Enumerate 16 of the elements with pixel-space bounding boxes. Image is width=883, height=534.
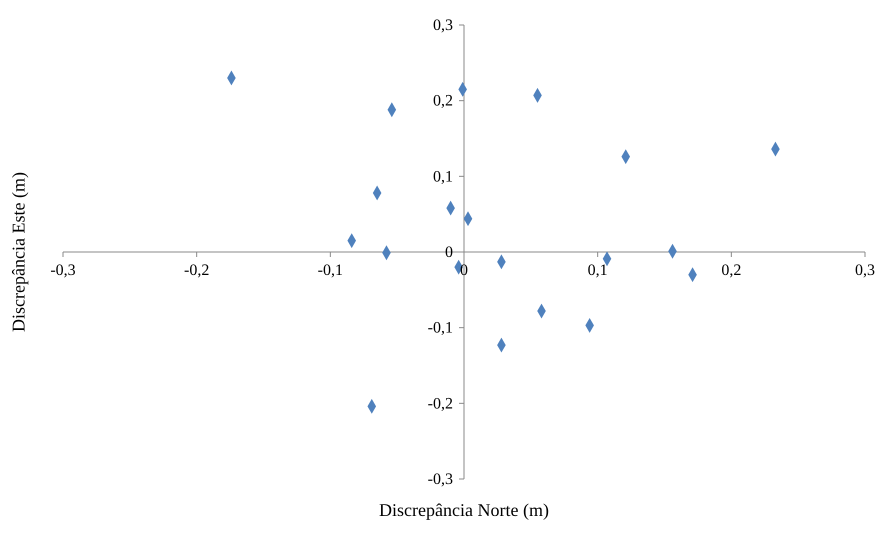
y-tick-label: -0,2 <box>428 395 453 412</box>
y-tick-label: -0,1 <box>428 320 453 337</box>
x-tick-label: -0,2 <box>184 262 210 279</box>
y-tick-label: 0,3 <box>433 17 453 34</box>
x-tick-label: -0,3 <box>50 262 76 279</box>
x-tick-label: 0,3 <box>855 262 875 279</box>
y-axis-title: Discrepância Este (m) <box>8 172 28 332</box>
y-tick-label: 0,2 <box>433 92 453 110</box>
y-tick-label: 0 <box>445 244 453 261</box>
y-tick-label: -0,3 <box>428 471 453 488</box>
x-axis-title: Discrepância Norte (m) <box>379 500 549 520</box>
x-tick-label: -0,1 <box>318 262 343 279</box>
x-tick-label: 0,2 <box>721 262 742 279</box>
y-tick-label: 0,1 <box>433 168 453 186</box>
x-tick-label: 0 <box>460 262 468 279</box>
x-tick-label: 0,1 <box>588 262 608 279</box>
